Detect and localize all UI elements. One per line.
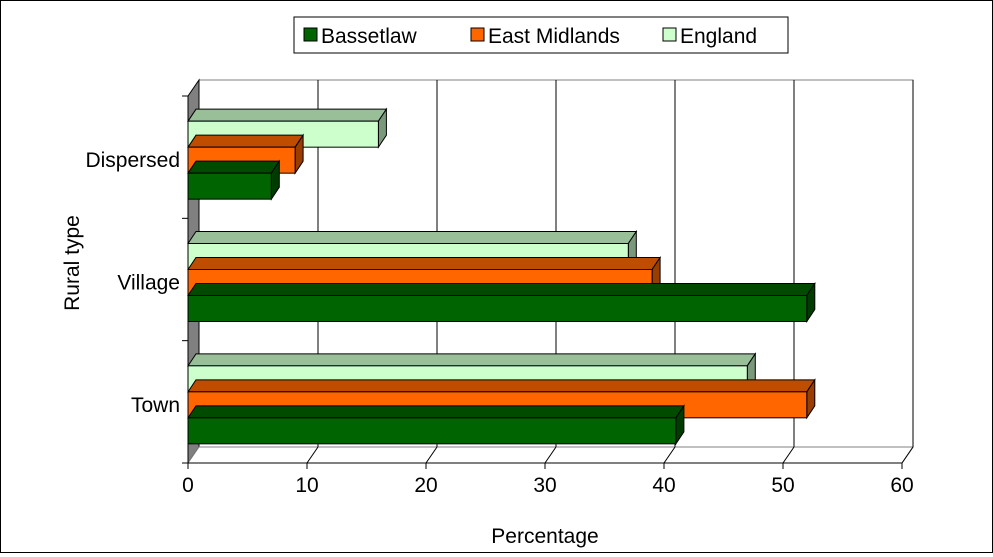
bar-top (187, 134, 305, 148)
bar-top (187, 231, 638, 244)
legend-swatch (470, 27, 485, 42)
x-tick-label: 10 (295, 474, 318, 497)
legend-swatch (303, 27, 318, 42)
legend-label: Bassetlaw (321, 25, 418, 48)
legend-box (293, 16, 789, 54)
x-tick-label: 0 (182, 474, 194, 497)
bar (187, 417, 677, 445)
gridline-floor (425, 446, 438, 464)
legend-label: East Midlands (488, 25, 620, 48)
bar-top (187, 379, 816, 393)
category-label: Village (117, 272, 180, 295)
y-axis-title: Rural type (61, 215, 84, 311)
bar-top (187, 108, 388, 122)
x-tick-label: 60 (890, 474, 913, 497)
x-axis-title: Percentage (491, 525, 598, 548)
bars (187, 107, 816, 446)
axes (182, 95, 903, 469)
category-label: Town (131, 394, 180, 417)
tick-labels: 0 10 20 30 40 50 60 (182, 474, 914, 497)
x-tick-label: 30 (533, 474, 556, 497)
gridline-floor (663, 446, 676, 464)
bar (187, 295, 808, 322)
bar-top (187, 405, 685, 419)
x-tick-label: 20 (414, 474, 437, 497)
gridline-floor (544, 446, 557, 464)
bar (187, 172, 272, 200)
legend: Bassetlaw East Midlands England (293, 16, 789, 54)
gridline-floor (901, 446, 914, 464)
legend-swatch (662, 27, 677, 42)
x-tick-label: 50 (771, 474, 794, 497)
category-label: Dispersed (85, 149, 180, 172)
x-tick-label: 40 (652, 474, 675, 497)
bar-top (187, 160, 281, 174)
bar-top (187, 257, 662, 270)
bar-top (187, 283, 816, 296)
category-labels: Dispersed Village Town (85, 149, 180, 417)
legend-label: England (680, 25, 757, 48)
gridline-floor (306, 446, 319, 464)
gridline-floor (782, 446, 795, 464)
bar-top (187, 353, 757, 367)
